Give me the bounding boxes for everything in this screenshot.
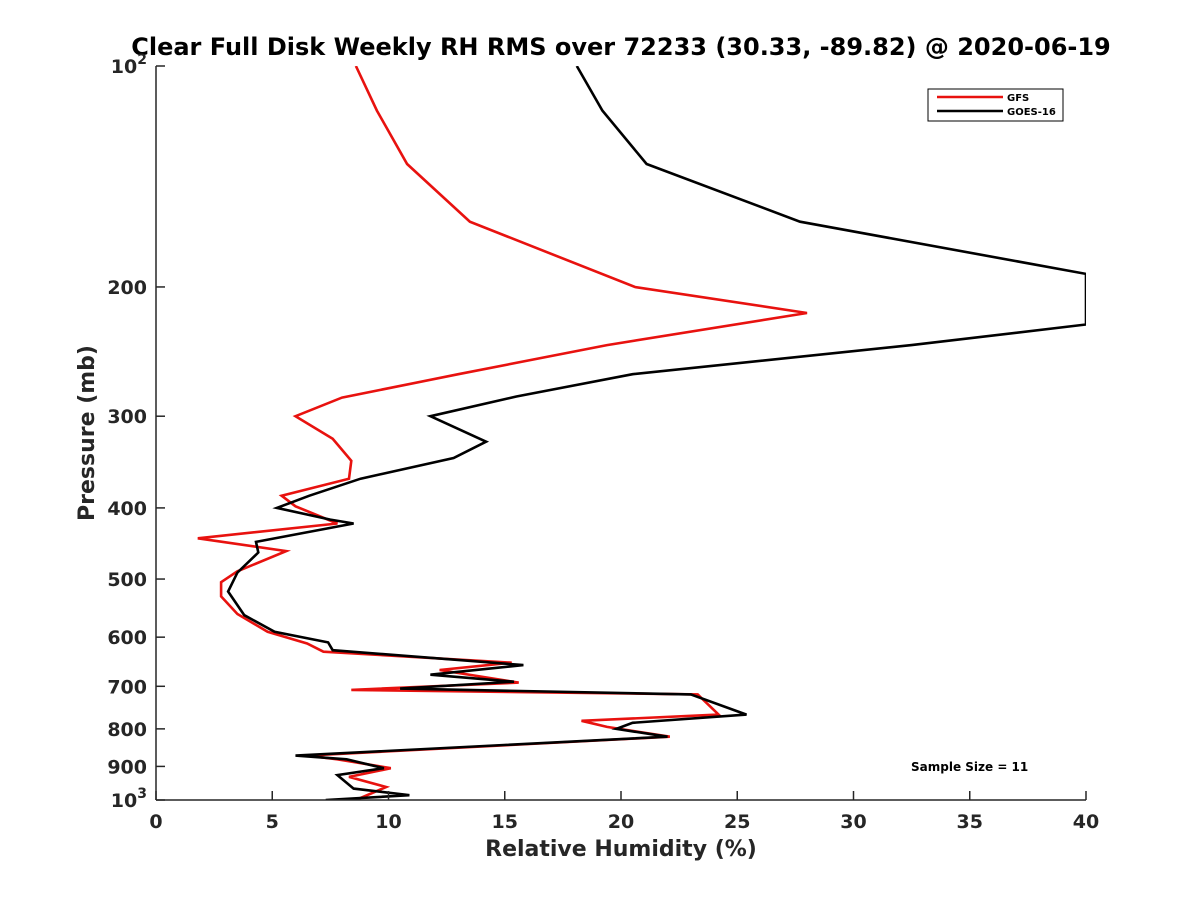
y-tick-label: 200 [107,277,147,299]
y-tick-label: 900 [107,756,147,778]
x-tick-label: 40 [1073,811,1099,833]
y-tick-label: 300 [107,406,147,428]
y-tick-label: 500 [107,569,147,591]
y-tick-label: 400 [107,498,147,520]
x-tick-label: 5 [266,811,279,833]
sample-size-annotation: Sample Size = 11 [911,760,1028,774]
legend-label-goes16: GOES-16 [1007,107,1056,118]
series-line-goes-16 [226,66,1086,800]
x-tick-label: 15 [492,811,518,833]
legend-box [927,88,1064,122]
y-tick-label: 700 [107,676,147,698]
legend-label-gfs: GFS [1007,93,1029,104]
y-tick-label: 600 [107,627,147,649]
x-axis-label: Relative Humidity (%) [485,837,757,862]
series-layer [197,66,1086,800]
x-tick-label: 25 [724,811,750,833]
y-axis-label: Pressure (mb) [75,345,100,521]
x-tick-label: 10 [375,811,401,833]
x-tick-label: 35 [957,811,983,833]
chart-title: Clear Full Disk Weekly RH RMS over 72233… [131,33,1111,61]
x-tick-label: 0 [149,811,162,833]
y-tick-label: 800 [107,719,147,741]
x-tick-label: 20 [608,811,634,833]
x-tick-label: 30 [840,811,866,833]
y-tick-label: 102 [111,52,147,78]
x-ticks: 0 5 10 15 20 25 30 35 40 [149,791,1099,833]
y-tick-label: 103 [111,786,147,812]
y-ticks: 102 200 300 400 500 600 700 800 900 103 [107,52,165,812]
legend: GFS GOES-16 [927,88,1064,122]
